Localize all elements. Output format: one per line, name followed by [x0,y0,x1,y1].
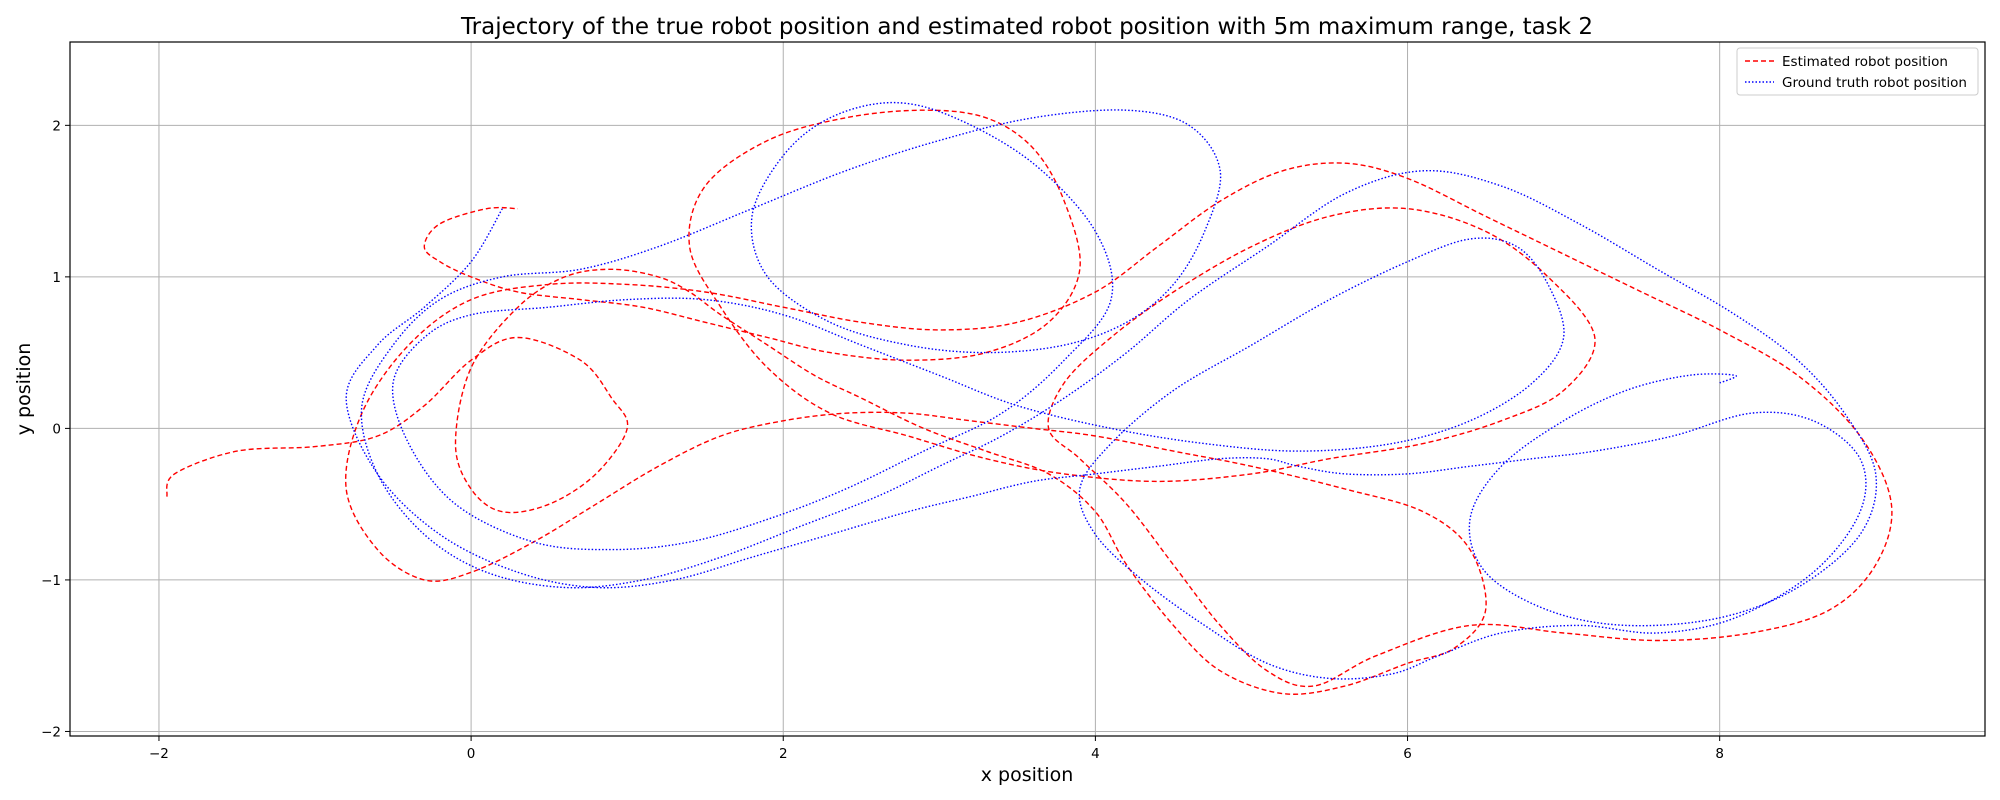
y-tick-label: −2 [41,724,61,740]
x-tick-label: 4 [1091,746,1100,762]
x-tick-label: 0 [467,746,476,762]
x-tick-label: 8 [1715,746,1724,762]
legend-box [1736,47,1979,96]
x-axis-label: x position [981,764,1074,786]
chart-title: Trajectory of the true robot position an… [460,14,1593,40]
legend-label-estimated: Estimated robot position [1782,54,1948,70]
ticks: −2 0 2 4 6 8 −2 −1 0 1 2 [41,118,1724,762]
y-axis-label: y position [13,343,35,436]
y-tick-label: −1 [41,573,61,589]
series-layer [166,101,1893,695]
y-tick-label: 1 [52,270,61,286]
estimated-position-line [166,109,1893,695]
plot-frame [69,41,1986,737]
y-tick-label: 2 [52,118,61,134]
legend-label-ground-truth: Ground truth robot position [1782,75,1967,91]
x-tick-label: −2 [149,746,169,762]
grid [70,42,1985,736]
ground-truth-position-line [345,101,1878,680]
x-tick-label: 2 [779,746,788,762]
x-tick-label: 6 [1403,746,1412,762]
y-tick-label: 0 [52,421,61,437]
legend: Estimated robot position Ground truth ro… [1736,47,1979,96]
